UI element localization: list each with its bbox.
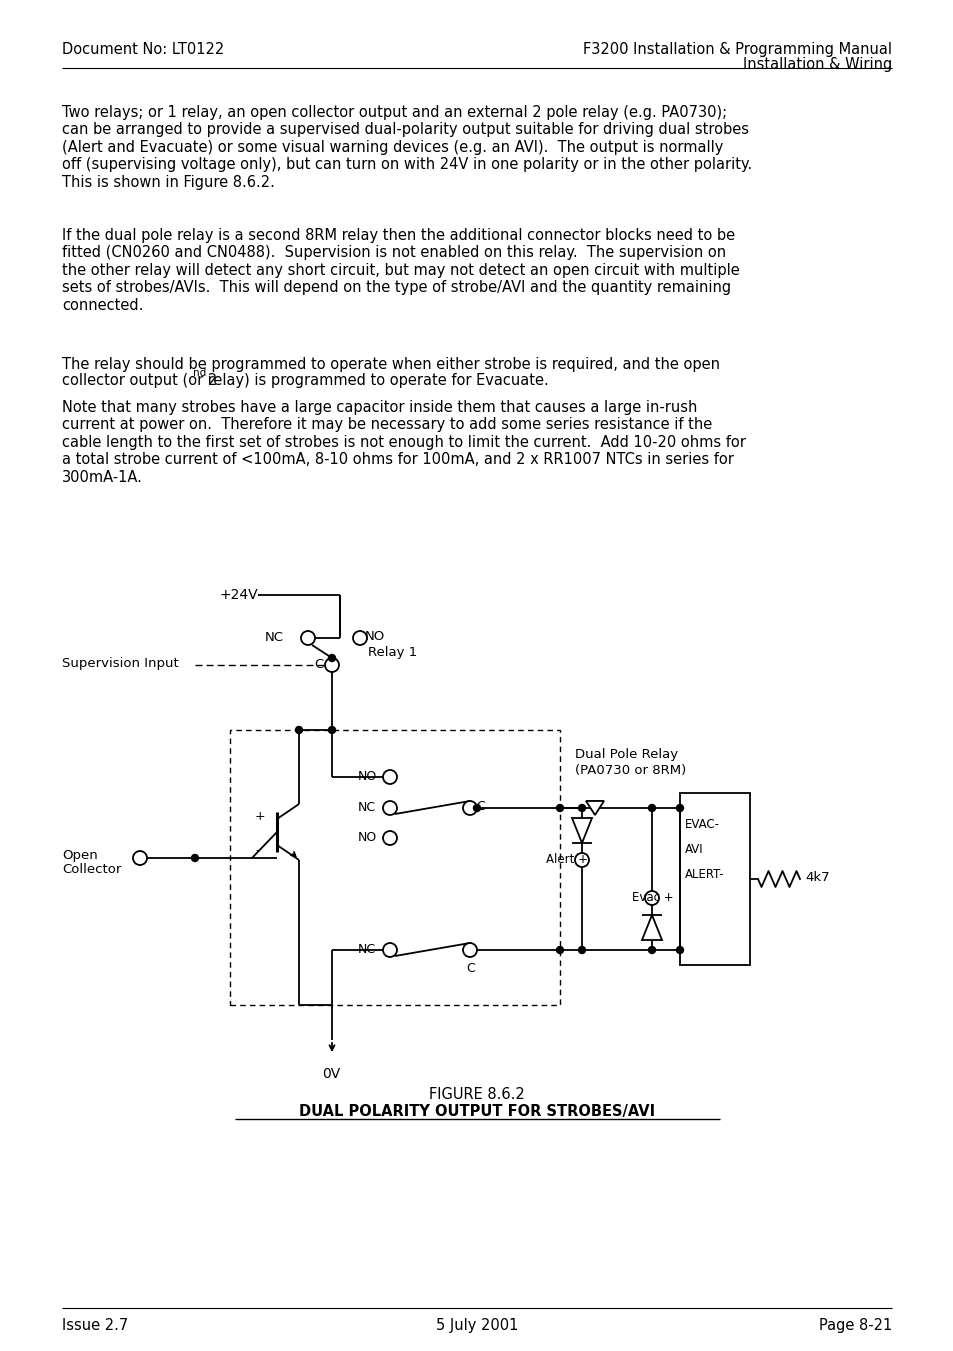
Circle shape [301, 631, 314, 644]
Text: EVAC-: EVAC- [684, 817, 720, 831]
Text: Page 8-21: Page 8-21 [818, 1319, 891, 1333]
Text: The relay should be programmed to operate when either strobe is required, and th: The relay should be programmed to operat… [62, 357, 720, 372]
Text: Evac +: Evac + [631, 892, 673, 904]
Text: Supervision Input: Supervision Input [62, 657, 178, 670]
Circle shape [676, 804, 682, 812]
Polygon shape [572, 817, 592, 843]
Text: Collector: Collector [62, 863, 121, 875]
Circle shape [382, 943, 396, 957]
Text: NC: NC [357, 801, 375, 815]
Text: Two relays; or 1 relay, an open collector output and an external 2 pole relay (e: Two relays; or 1 relay, an open collecto… [62, 105, 752, 189]
Text: NC: NC [265, 631, 284, 644]
Circle shape [382, 831, 396, 844]
Text: Document No: LT0122: Document No: LT0122 [62, 42, 224, 57]
Circle shape [462, 943, 476, 957]
Circle shape [473, 804, 480, 812]
Circle shape [648, 804, 655, 812]
Text: Open: Open [62, 848, 97, 862]
Circle shape [192, 854, 198, 862]
Text: +: + [254, 811, 265, 823]
Text: F3200 Installation & Programming Manual: F3200 Installation & Programming Manual [582, 42, 891, 57]
Circle shape [648, 947, 655, 954]
Text: 4k7: 4k7 [804, 871, 829, 884]
Text: NO: NO [357, 831, 376, 844]
Text: C: C [465, 962, 475, 975]
Text: ALERT-: ALERT- [684, 867, 724, 881]
Text: Relay 1: Relay 1 [368, 646, 416, 659]
Text: Dual Pole Relay: Dual Pole Relay [575, 748, 678, 761]
Circle shape [328, 654, 335, 662]
Circle shape [132, 851, 147, 865]
Circle shape [325, 658, 338, 671]
Text: +24V: +24V [220, 588, 258, 603]
Polygon shape [641, 915, 661, 940]
Text: C: C [476, 800, 484, 813]
Circle shape [328, 727, 335, 734]
Text: -: - [254, 844, 259, 857]
Circle shape [578, 804, 585, 812]
Polygon shape [585, 801, 603, 815]
Text: NO: NO [365, 630, 385, 643]
Circle shape [575, 852, 588, 867]
Circle shape [382, 801, 396, 815]
Text: nd: nd [193, 369, 206, 378]
Text: If the dual pole relay is a second 8RM relay then the additional connector block: If the dual pole relay is a second 8RM r… [62, 228, 739, 312]
Circle shape [556, 947, 563, 954]
Circle shape [676, 947, 682, 954]
Bar [230, 730, 559, 1005]
Text: Alert +: Alert + [545, 852, 587, 866]
Text: FIGURE 8.6.2: FIGURE 8.6.2 [429, 1088, 524, 1102]
Text: C: C [314, 658, 323, 671]
Circle shape [295, 727, 302, 734]
Text: 5 July 2001: 5 July 2001 [436, 1319, 517, 1333]
Circle shape [462, 801, 476, 815]
Text: relay) is programmed to operate for Evacuate.: relay) is programmed to operate for Evac… [203, 373, 548, 388]
Text: NC: NC [357, 943, 375, 957]
Circle shape [556, 804, 563, 812]
Text: Installation & Wiring: Installation & Wiring [742, 57, 891, 72]
Text: DUAL POLARITY OUTPUT FOR STROBES/AVI: DUAL POLARITY OUTPUT FOR STROBES/AVI [298, 1104, 655, 1119]
Text: collector output (or 2: collector output (or 2 [62, 373, 217, 388]
Text: 0V: 0V [322, 1067, 340, 1081]
Text: AVI: AVI [684, 843, 703, 857]
Text: NO: NO [357, 770, 376, 784]
Text: Note that many strobes have a large capacitor inside them that causes a large in: Note that many strobes have a large capa… [62, 400, 745, 485]
Text: Issue 2.7: Issue 2.7 [62, 1319, 128, 1333]
Circle shape [644, 892, 659, 905]
Circle shape [353, 631, 367, 644]
Circle shape [578, 947, 585, 954]
Bar [679, 793, 749, 965]
Circle shape [382, 770, 396, 784]
Text: (PA0730 or 8RM): (PA0730 or 8RM) [575, 765, 685, 777]
